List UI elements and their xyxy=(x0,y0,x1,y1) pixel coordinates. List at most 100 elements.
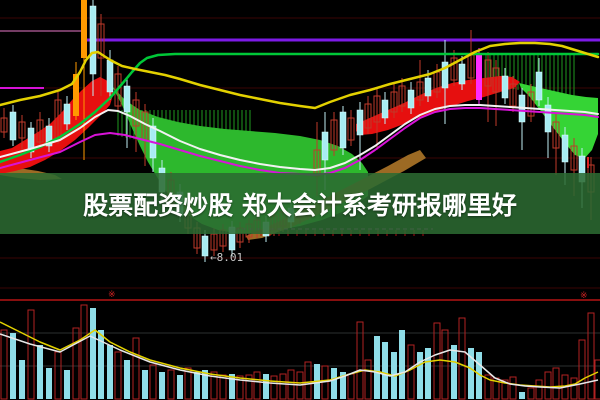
candle-body xyxy=(570,145,578,171)
volume-bar xyxy=(194,372,200,399)
candle-body xyxy=(407,89,415,109)
volume-bar xyxy=(458,317,466,400)
candle-body xyxy=(97,23,105,59)
candle-body xyxy=(18,121,26,139)
candle-body xyxy=(321,131,329,161)
candle-body xyxy=(114,73,122,107)
candle-body xyxy=(339,111,347,149)
candle-body xyxy=(27,127,35,153)
volume-bar xyxy=(535,379,543,400)
volume-bar xyxy=(527,387,535,400)
candle-body xyxy=(476,55,482,100)
volume-bar xyxy=(177,375,183,399)
volume-bar xyxy=(476,352,482,399)
volume-bar xyxy=(441,329,449,400)
candle-body xyxy=(106,59,114,93)
volume-bar xyxy=(364,359,372,400)
volume-bar xyxy=(149,364,157,400)
volume-bar xyxy=(245,374,253,400)
candle-body xyxy=(0,117,8,133)
volume-bar xyxy=(37,345,43,399)
ad-banner-overlay: 股票配资炒股 郑大会计系考研报哪里好 xyxy=(0,173,600,234)
volume-bar xyxy=(519,392,525,399)
candle-body xyxy=(535,71,543,101)
candle-body xyxy=(450,57,458,81)
volume-bar xyxy=(501,379,509,400)
volume-bar xyxy=(107,345,113,399)
volume-bar xyxy=(98,330,104,399)
volume-bar xyxy=(347,373,355,400)
candle-body xyxy=(123,85,131,113)
volume-bar xyxy=(407,344,415,400)
volume-bar xyxy=(253,371,261,400)
candle-body xyxy=(484,59,492,87)
candle-body xyxy=(398,85,406,107)
volume-bar xyxy=(0,329,8,400)
candle-body xyxy=(424,77,432,97)
volume-bar xyxy=(425,348,431,399)
volume-bar xyxy=(46,368,52,399)
candle-body xyxy=(210,233,218,251)
volume-bar xyxy=(90,308,96,399)
candle-body xyxy=(81,0,87,58)
volume-bar xyxy=(142,370,148,399)
candle-body xyxy=(458,63,466,85)
ma-line-yellow-ma xyxy=(0,41,600,110)
volume-bar xyxy=(356,321,364,400)
volume-bar xyxy=(399,330,405,399)
volume-bar xyxy=(236,375,244,400)
volume-bar xyxy=(167,369,175,400)
candle-body xyxy=(390,91,398,113)
volume-bar xyxy=(570,377,578,400)
candle-body xyxy=(364,103,372,129)
volume-bar xyxy=(417,352,423,399)
volume-bar xyxy=(578,339,586,400)
candle-body xyxy=(36,119,44,143)
volume-bar xyxy=(594,359,600,400)
candle-body xyxy=(63,103,71,125)
volume-bar xyxy=(270,375,278,400)
volume-bar xyxy=(19,360,25,399)
volume-bar xyxy=(80,304,88,400)
volume-bar xyxy=(382,342,388,399)
candle-body xyxy=(544,104,552,133)
candle-body xyxy=(356,109,364,136)
candle-body xyxy=(561,134,569,163)
volume-bar xyxy=(587,312,595,400)
volume-bar xyxy=(374,336,380,399)
candle-body xyxy=(132,99,140,127)
volume-bar xyxy=(10,333,16,399)
volume-bar xyxy=(159,372,165,399)
ma-line-magenta-ma xyxy=(0,107,599,176)
candle-body xyxy=(381,99,389,119)
volume-bar xyxy=(279,373,287,400)
ma-line-white-ma xyxy=(0,104,599,171)
volume-bar xyxy=(72,327,80,400)
candle-body xyxy=(73,74,79,116)
volume-bar xyxy=(340,372,346,399)
volume-bar xyxy=(132,337,140,400)
volume-bar xyxy=(263,374,269,399)
volume-bar xyxy=(27,309,35,400)
volume-bar xyxy=(509,376,517,400)
volume-bar xyxy=(124,360,130,399)
volume-bar xyxy=(210,371,218,400)
volume-white-ma xyxy=(0,333,599,389)
candle-body xyxy=(441,61,449,89)
volume-bar xyxy=(184,367,192,400)
volume-bar xyxy=(484,374,492,400)
candle-body xyxy=(492,67,500,93)
candle-body xyxy=(9,111,17,141)
candle-body xyxy=(201,235,209,257)
volume-yellow-ma xyxy=(0,321,599,388)
volume-bar xyxy=(54,351,62,400)
candle-body xyxy=(330,119,338,151)
volume-bar xyxy=(552,367,560,400)
red-glyph-marker: ※ xyxy=(108,290,116,300)
volume-bar xyxy=(468,348,474,399)
volume-bar xyxy=(64,370,70,399)
ma-line-green-ma xyxy=(0,52,600,164)
volume-bar xyxy=(544,371,552,400)
candle-body xyxy=(501,75,509,99)
